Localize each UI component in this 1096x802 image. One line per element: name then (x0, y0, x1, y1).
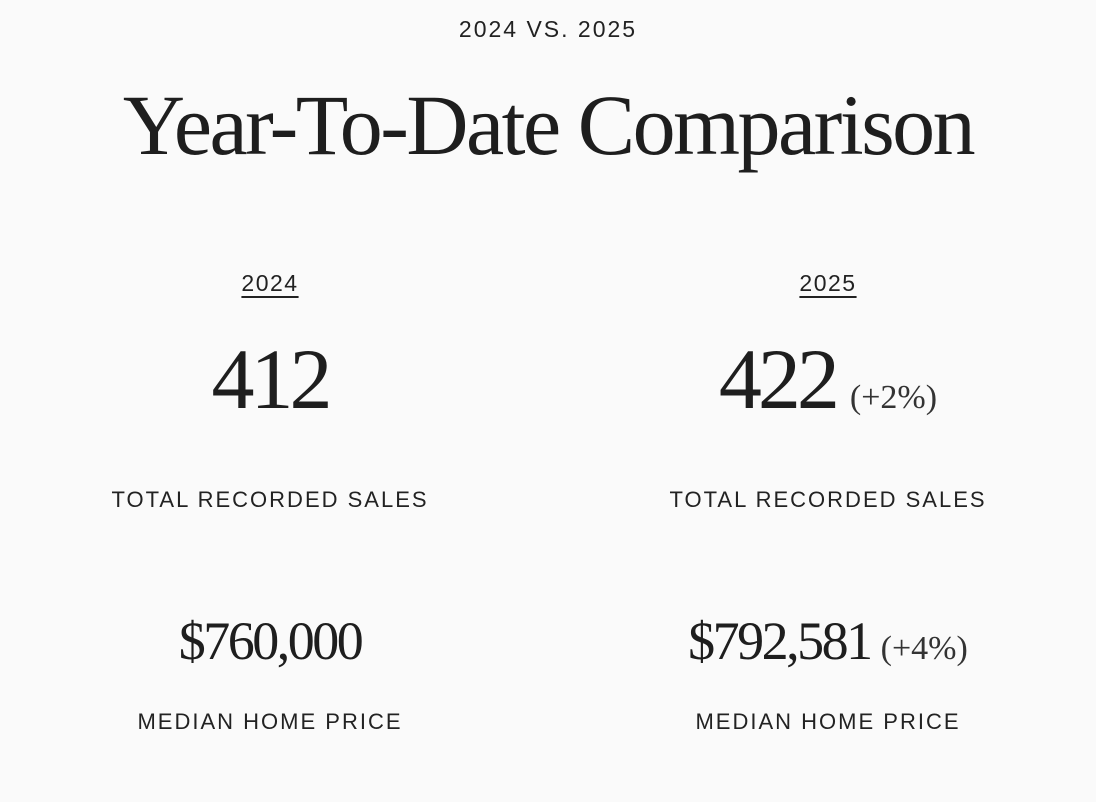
median-price-row: $760,000 (0, 614, 540, 668)
total-sales-label: TOTAL RECORDED SALES (669, 487, 987, 512)
total-sales-value: 422 (718, 331, 840, 427)
column-2024: 2024 412 TOTAL RECORDED SALES $760,000 M… (0, 0, 540, 802)
median-price-change: (+4%) (880, 630, 968, 667)
median-price-row: $792,581 (+4%) (558, 614, 1096, 668)
median-price-label: MEDIAN HOME PRICE (695, 709, 961, 734)
column-2025: 2025 422 (+2%) TOTAL RECORDED SALES $792,… (558, 0, 1096, 802)
year-heading-text: 2025 (799, 270, 857, 296)
year-heading: 2025 (558, 270, 1096, 297)
total-sales-row: 412 (0, 336, 540, 422)
total-sales-change: (+2%) (849, 379, 938, 416)
median-price-value: $792,581 (688, 611, 873, 671)
total-sales-label: TOTAL RECORDED SALES (111, 487, 429, 512)
year-heading: 2024 (0, 270, 540, 297)
total-sales-row: 422 (+2%) (558, 336, 1096, 422)
eyebrow-label: 2024 VS. 2025 (458, 16, 638, 42)
median-price-label: MEDIAN HOME PRICE (137, 709, 403, 734)
page-title: Year-To-Date Comparison (122, 77, 976, 173)
year-heading-text: 2024 (241, 270, 299, 296)
total-sales-value: 412 (211, 331, 333, 427)
median-price-value: $760,000 (178, 611, 364, 671)
